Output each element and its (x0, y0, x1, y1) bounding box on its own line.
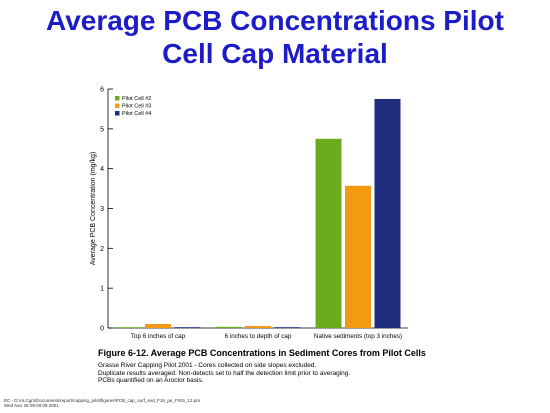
footer-path: EC - D:\ALCgrs\Documents\report\capping_… (4, 398, 201, 403)
y-tick-label: 6 (100, 87, 104, 94)
category-label: Native sediments (top 3 inches) (314, 333, 402, 340)
slide-title: Average PCB Concentrations Pilot Cell Ca… (0, 4, 550, 70)
legend-label: Pilot Cell #4 (122, 111, 151, 117)
y-tick-label: 5 (100, 126, 104, 133)
footer-timestamp: Wed Nov 28 09:00:09 2001 (4, 403, 59, 408)
slide-title-line-2: Cell Cap Material (162, 38, 388, 69)
bar (115, 327, 142, 328)
category-label: 6 inches to depth of cap (225, 333, 292, 340)
bar (374, 98, 401, 328)
y-axis-title: Average PCB Concentration (mg/kg) (90, 152, 97, 265)
legend-swatch (115, 96, 120, 101)
category-label: Top 6 inches of cap (131, 333, 186, 340)
y-tick-label: 0 (100, 326, 104, 333)
bar (315, 138, 342, 328)
bar (174, 327, 201, 328)
caption-line-1: Grasse River Capping Pilot 2001 - Cores … (98, 362, 317, 369)
legend-label: Pilot Cell #3 (122, 104, 151, 110)
legend-swatch (115, 111, 120, 116)
bar (274, 327, 301, 328)
y-tick-label: 1 (100, 286, 104, 293)
figure-caption: Figure 6-12. Average PCB Concentrations … (98, 348, 538, 385)
slide-title-line-1: Average PCB Concentrations Pilot (46, 5, 504, 36)
y-tick-label: 4 (100, 166, 104, 173)
bar (345, 185, 371, 328)
y-tick-label: 3 (100, 206, 104, 213)
caption-line-2: Duplicate results averaged. Non-detects … (98, 369, 351, 377)
bar (145, 324, 171, 328)
bar (215, 326, 242, 328)
file-footer: EC - D:\ALCgrs\Documents\report\capping_… (4, 398, 200, 408)
caption-title: Figure 6-12. Average PCB Concentrations … (98, 348, 426, 358)
caption-line-3: PCBs quantified on an Aroclor basis. (98, 377, 204, 384)
bar (245, 326, 271, 328)
legend-swatch (115, 103, 120, 108)
legend-label: Pilot Cell #2 (122, 96, 151, 102)
y-tick-label: 2 (100, 246, 104, 253)
